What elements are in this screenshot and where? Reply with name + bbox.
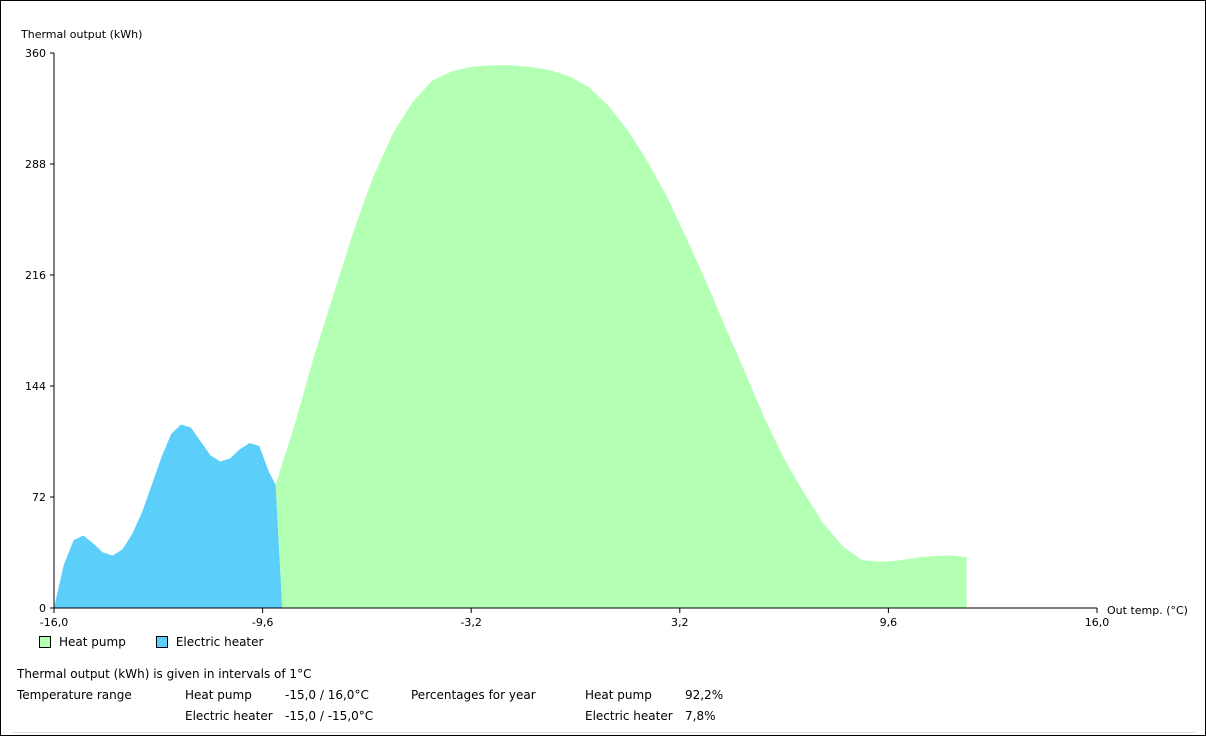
area-heat-pump (275, 65, 967, 609)
hp-pct-value: 92,2% (685, 688, 724, 702)
y-tick-label: 288 (25, 158, 46, 171)
percentages-label: Percentages for year (411, 688, 536, 702)
eh-pct-label: Electric heater (585, 709, 673, 723)
x-tick-label: -9,6 (252, 616, 273, 629)
legend-swatch-electric-heater (155, 636, 168, 648)
y-tick-label: 144 (25, 380, 46, 393)
chart-legend: Heat pump Electric heater (39, 635, 263, 649)
y-tick-label: 72 (32, 491, 46, 504)
hp-range-label: Heat pump (185, 688, 252, 702)
x-tick-label: -3,2 (460, 616, 481, 629)
eh-range-label: Electric heater (185, 709, 273, 723)
y-tick-label: 0 (39, 602, 46, 615)
legend-item-heat-pump: Heat pump (39, 635, 126, 649)
x-tick-label: 3,2 (671, 616, 689, 629)
y-axis-title: Thermal output (kWh) (20, 28, 142, 41)
legend-label-electric-heater: Electric heater (175, 635, 264, 649)
legend-item-electric-heater: Electric heater (155, 635, 264, 649)
bottom-divider (11, 732, 1195, 733)
y-tick-label: 216 (25, 269, 46, 282)
legend-label-heat-pump: Heat pump (59, 635, 126, 649)
legend-swatch-heat-pump (39, 636, 51, 648)
x-axis-title: Out temp. (°C) (1107, 604, 1188, 617)
y-tick-label: 360 (25, 47, 46, 60)
temperature-range-label: Temperature range (17, 688, 132, 702)
x-tick-label: 16,0 (1085, 616, 1110, 629)
x-tick-label: -16,0 (40, 616, 68, 629)
x-tick-label: 9,6 (880, 616, 898, 629)
intervals-note: Thermal output (kWh) is given in interva… (17, 667, 312, 681)
thermal-output-chart: 0 72 144 216 288 360 -16,0 -9,6 -3,2 3,2 9,6 16,0 Th… (20, 28, 1188, 629)
eh-pct-value: 7,8% (685, 709, 716, 723)
area-electric-heater (54, 424, 283, 608)
hp-pct-label: Heat pump (585, 688, 652, 702)
hp-range-value: -15,0 / 16,0°C (285, 688, 369, 702)
eh-range-value: -15,0 / -15,0°C (285, 709, 374, 723)
